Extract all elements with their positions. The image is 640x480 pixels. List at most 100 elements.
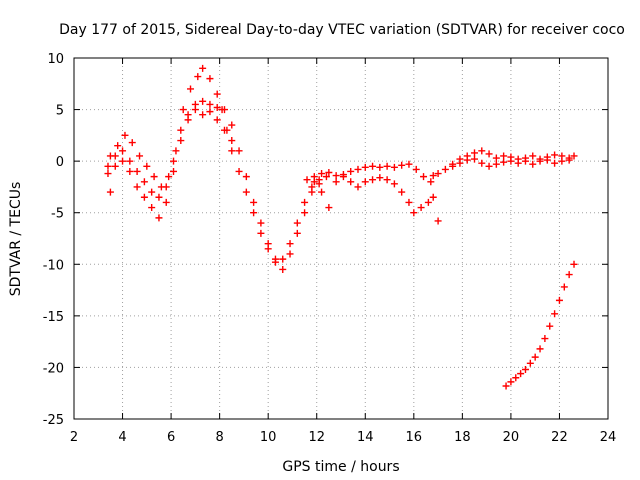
data-point (220, 106, 228, 114)
data-point (521, 157, 529, 165)
data-point (570, 260, 578, 268)
data-point (500, 152, 508, 160)
series-track-second-peak (104, 97, 323, 273)
data-point (420, 173, 428, 181)
data-point (257, 229, 265, 237)
data-point (206, 75, 214, 83)
data-point (206, 100, 214, 108)
data-point (111, 162, 119, 170)
data-point (133, 183, 141, 191)
y-tick-label: 0 (56, 155, 64, 170)
data-point (199, 97, 207, 105)
data-point (119, 157, 127, 165)
x-tick-label: 14 (357, 430, 374, 445)
x-tick-label: 6 (167, 430, 175, 445)
data-point (390, 180, 398, 188)
data-point (354, 165, 362, 173)
data-point (405, 198, 413, 206)
data-point (170, 167, 178, 175)
x-tick-label: 16 (406, 430, 423, 445)
data-point (502, 382, 510, 390)
data-point (529, 152, 537, 160)
data-point (271, 258, 279, 266)
data-point (136, 152, 144, 160)
x-tick-label: 2 (70, 430, 78, 445)
y-tick-label: -15 (43, 310, 64, 325)
data-point (424, 198, 432, 206)
data-point (383, 176, 391, 184)
y-tick-label: -25 (43, 413, 64, 428)
data-point (441, 165, 449, 173)
series-track-midday-upper (303, 160, 435, 186)
data-point (429, 193, 437, 201)
data-point (471, 149, 478, 157)
data-point (325, 168, 333, 176)
data-point (376, 163, 384, 171)
data-point (398, 161, 406, 169)
data-point (264, 240, 272, 248)
data-point (242, 188, 250, 196)
data-point (383, 162, 391, 170)
data-point (155, 193, 163, 201)
data-point (318, 188, 326, 196)
data-point (119, 147, 127, 155)
data-point (417, 204, 425, 212)
data-point (536, 157, 544, 165)
data-point (187, 85, 195, 93)
y-tick-label: 5 (56, 104, 64, 119)
data-point (361, 178, 369, 186)
data-point (517, 370, 525, 378)
data-point (429, 172, 437, 180)
data-point (191, 106, 199, 114)
x-tick-label: 4 (118, 430, 126, 445)
data-point (318, 170, 326, 178)
data-point (500, 158, 508, 166)
data-point (565, 156, 573, 164)
data-point (155, 214, 163, 222)
data-point (543, 156, 551, 164)
data-point (485, 150, 493, 158)
data-point (104, 170, 112, 178)
data-point (456, 159, 464, 167)
data-point (235, 167, 243, 175)
y-tick-label: -10 (43, 258, 64, 273)
data-point (199, 111, 207, 119)
grid (74, 58, 608, 419)
data-point (228, 121, 236, 129)
data-point (478, 159, 486, 167)
data-point (199, 64, 207, 72)
data-point (347, 178, 355, 186)
data-point (165, 173, 173, 181)
data-point (250, 209, 258, 217)
data-point (514, 159, 522, 167)
data-point (565, 271, 573, 279)
data-point (347, 167, 355, 175)
data-point (434, 170, 442, 178)
data-point (106, 188, 114, 196)
data-point (301, 198, 309, 206)
data-point (213, 116, 221, 124)
data-point (536, 345, 544, 353)
y-tick-label: -20 (43, 361, 64, 376)
data-point (507, 157, 515, 165)
data-point (140, 193, 148, 201)
x-tick-label: 22 (551, 430, 568, 445)
data-point (128, 139, 136, 147)
x-tick-label: 10 (260, 430, 277, 445)
data-point (126, 157, 134, 165)
x-tick-label: 18 (454, 430, 471, 445)
chart-title: Day 177 of 2015, Sidereal Day-to-day VTE… (59, 22, 625, 38)
data-point (279, 265, 287, 273)
data-point (148, 204, 156, 212)
data-point (332, 172, 340, 180)
data-point (310, 173, 318, 181)
data-point (143, 162, 151, 170)
data-point (177, 126, 185, 134)
data-point (369, 176, 377, 184)
data-point (172, 147, 180, 155)
data-point (463, 156, 471, 164)
data-point (376, 174, 384, 182)
data-point (558, 157, 566, 165)
x-axis-label: GPS time / hours (282, 459, 399, 475)
y-tick-label: 10 (47, 52, 64, 67)
